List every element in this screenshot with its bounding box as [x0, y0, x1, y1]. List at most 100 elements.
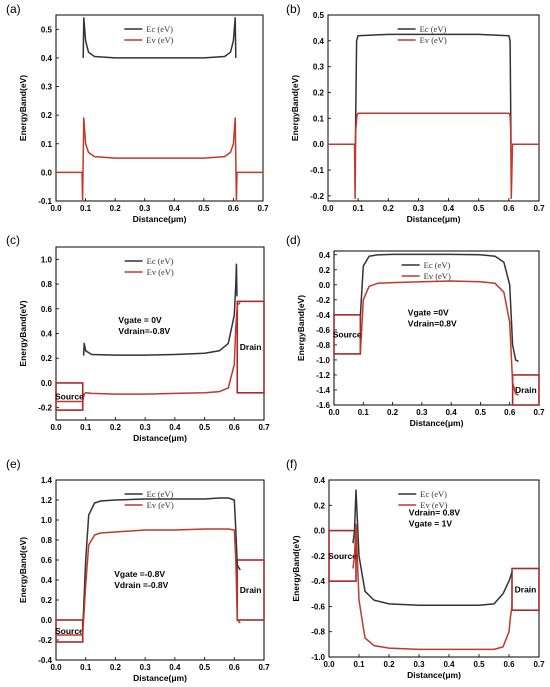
region-label: Source [55, 392, 84, 402]
chart-panel-d: (d) 0.0 0.1 0.2 0.3 0.4 0.5 0.6 0.7 -1.6 -1.4 -1.2 -… [286, 233, 545, 428]
legend-label: Ec (eV) [420, 489, 447, 499]
y-tick-label: 1.4 [41, 476, 53, 485]
region-drain: Drain [236, 559, 265, 621]
chart-panel-a: (a)0.0 0.1 0.2 0.3 0.4 0.5 0.6 0.7-0.10.00.10.2… [6, 2, 269, 224]
y-tick-label: 0.4 [314, 476, 326, 485]
series-line-ev [359, 280, 519, 396]
legend-label: Ev (eV) [420, 35, 447, 45]
region-label: Drain [515, 385, 537, 395]
y-tick-label: 0.6 [41, 556, 53, 565]
panel-letter: (f) [286, 457, 297, 471]
region-box [511, 374, 540, 406]
x-tick-label: 0.2 [383, 204, 395, 213]
x-tick-label: 0.0 [50, 204, 62, 213]
region-drain: Drain [236, 300, 265, 394]
series-line-ec [81, 497, 241, 631]
x-tick-label: 0.3 [139, 204, 151, 213]
x-tick-label: 0.0 [50, 663, 62, 672]
y-tick-label: -0.4 [311, 577, 325, 586]
legend-entry: Ec (eV) [401, 260, 450, 270]
x-tick-label: 0.4 [169, 204, 181, 213]
x-tick-label: 0.7 [258, 423, 270, 432]
x-tick-label: 0.6 [229, 423, 241, 432]
x-tick-label: 0.6 [503, 204, 515, 213]
x-tick-label: 0.4 [169, 423, 181, 432]
legend-label: Ec (eV) [147, 256, 174, 266]
x-tick-label: 0.0 [322, 204, 334, 213]
region-label: Drain [515, 584, 537, 594]
y-tick-label: 0.0 [41, 616, 53, 625]
panel-letter: (c) [6, 233, 20, 247]
x-tick-label: 0.2 [110, 423, 122, 432]
y-tick-label: 0.1 [313, 114, 325, 123]
x-tick-label: 0.3 [413, 660, 425, 669]
region-box [511, 567, 540, 612]
region-box [236, 300, 265, 394]
y-tick-label: 0.2 [319, 266, 331, 275]
legend-entry: Ev (eV) [124, 35, 174, 45]
bias-annotation: Vdrain= 0.8V [409, 507, 461, 517]
y-axis-label: EnergyBand(eV) [18, 537, 28, 603]
y-tick-label: 0.5 [41, 25, 53, 34]
legend-entry: Ec (eV) [124, 24, 173, 34]
legend-label: Ev (eV) [147, 267, 174, 277]
x-axis-label: Distance(μm) [410, 418, 464, 428]
x-tick-label: 0.1 [80, 663, 92, 672]
y-tick-label: 1.0 [41, 516, 53, 525]
chart-panel-e: (e) 0.0 0.1 0.2 0.3 0.4 0.5 0.6 0.7 -0.4 -0.2 0.0 0.… [6, 457, 270, 683]
legend-entry: Ev (eV) [398, 500, 448, 510]
legend-label: Ev (eV) [424, 271, 451, 281]
x-tick-label: 0.7 [533, 408, 545, 417]
x-tick-label: 0.0 [50, 423, 62, 432]
panel-letter: (a) [6, 2, 21, 16]
x-tick-label: 0.5 [199, 663, 211, 672]
region-label: Source [333, 329, 362, 339]
y-axis-label: EnergyBand(eV) [296, 295, 306, 361]
series-line-ev [56, 302, 241, 403]
x-tick-label: 0.4 [169, 663, 181, 672]
y-tick-label: 0.2 [41, 111, 53, 120]
x-axis-label: Distance(μm) [133, 673, 187, 683]
x-axis-label: Distance(μm) [407, 670, 461, 680]
y-tick-label: -0.6 [316, 326, 330, 335]
y-tick-label: -0.4 [316, 311, 330, 320]
region-box [328, 529, 357, 582]
legend-entry: Ev (eV) [397, 35, 447, 45]
x-tick-label: 0.4 [446, 408, 458, 417]
y-tick-label: -0.4 [38, 656, 52, 665]
legend-entry: Ev (eV) [124, 500, 174, 510]
bias-annotation: Vdrain =-0.8V [114, 580, 168, 590]
x-tick-label: 0.1 [80, 423, 92, 432]
x-tick-label: 0.1 [353, 204, 365, 213]
x-tick-label: 0.1 [80, 204, 92, 213]
legend-label: Ev (eV) [147, 500, 174, 510]
region-source: Source [333, 314, 362, 355]
y-tick-label: 0.4 [313, 37, 325, 46]
legend-label: Ec (eV) [147, 489, 174, 499]
x-tick-label: 0.2 [110, 663, 122, 672]
y-tick-label: -0.2 [38, 404, 52, 413]
x-tick-label: 0.2 [387, 408, 399, 417]
x-tick-label: 0.1 [358, 408, 370, 417]
legend-label: Ec (eV) [146, 24, 173, 34]
y-tick-label: 0.4 [41, 54, 53, 63]
y-tick-label: 0.4 [319, 251, 331, 260]
y-tick-label: -1.4 [316, 386, 330, 395]
series-line-ec [352, 489, 513, 606]
x-tick-label: 0.7 [258, 663, 270, 672]
series-line-ev [328, 112, 539, 200]
legend-entry: Ec (eV) [398, 489, 447, 499]
y-axis-label: EnergyBand(eV) [18, 75, 28, 141]
y-tick-label: -0.2 [38, 636, 52, 645]
series-line-ev [352, 523, 513, 651]
x-tick-label: 0.2 [110, 204, 122, 213]
region-source: Source [328, 529, 357, 582]
y-tick-label: 0.0 [313, 140, 325, 149]
region-drain: Drain [511, 374, 540, 406]
legend-entry: Ec (eV) [124, 489, 174, 499]
y-tick-label: -0.2 [311, 552, 325, 561]
y-axis-label: EnergyBand(eV) [291, 535, 301, 601]
y-tick-label: -0.1 [38, 197, 52, 206]
region-drain: Drain [511, 567, 540, 612]
